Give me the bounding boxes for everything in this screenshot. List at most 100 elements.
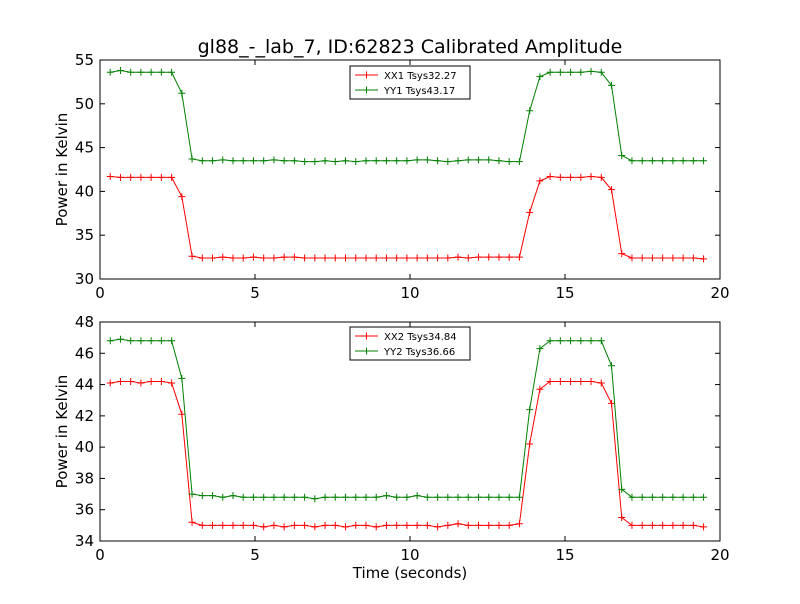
data-point-marker [515, 158, 523, 166]
data-point-marker [290, 157, 298, 165]
y-axis-label: Power in Kelvin [53, 375, 71, 489]
data-point-marker [434, 493, 442, 501]
data-point-marker [198, 157, 206, 165]
data-point-marker [188, 518, 196, 526]
data-point-marker [372, 493, 380, 501]
data-point-marker [515, 493, 523, 501]
data-point-marker [423, 254, 431, 262]
data-point-marker [382, 521, 390, 529]
data-point-marker [260, 493, 268, 501]
data-point-marker [567, 337, 575, 345]
data-point-marker [147, 173, 155, 181]
data-point-marker [127, 173, 135, 181]
data-point-marker [362, 157, 370, 165]
data-point-marker [157, 377, 165, 385]
data-point-marker [700, 255, 708, 263]
data-point-marker [147, 337, 155, 345]
data-point-marker [546, 337, 554, 345]
data-point-marker [587, 337, 595, 345]
data-point-marker [659, 521, 667, 529]
data-point-marker [198, 521, 206, 529]
data-point-marker [597, 337, 605, 345]
y-tick-label: 30 [75, 270, 94, 288]
figure-title: gl88_-_lab_7, ID:62823 Calibrated Amplit… [198, 36, 623, 58]
data-point-marker [116, 335, 124, 343]
top-plot: 0 5 10 15 20 30 35 40 45 50 55 Power in Kelvin XX1 T… [53, 51, 730, 302]
data-point-marker [679, 521, 687, 529]
data-point-marker [556, 173, 564, 181]
data-point-marker [597, 68, 605, 76]
data-point-marker [301, 158, 309, 166]
data-point-marker [198, 254, 206, 262]
data-point-marker [352, 158, 360, 166]
data-point-marker [689, 157, 697, 165]
data-point-marker [393, 521, 401, 529]
legend: XX2 Tsys34.84 YY2 Tsys36.66 [349, 326, 471, 361]
data-point-marker [280, 523, 288, 531]
data-point-marker [444, 521, 452, 529]
data-point-marker [464, 156, 472, 164]
data-point-marker [608, 362, 615, 370]
y-tick-label: 42 [75, 407, 94, 425]
data-point-marker [219, 156, 227, 164]
legend-marker [363, 71, 370, 79]
x-tick-label: 20 [710, 284, 729, 302]
data-point-marker [444, 158, 452, 166]
data-point-marker [168, 337, 176, 345]
data-point-marker [372, 254, 380, 262]
data-point-marker [536, 345, 544, 353]
y-tick-label: 40 [75, 438, 94, 456]
data-point-marker [342, 157, 350, 165]
legend-marker [363, 347, 370, 355]
data-point-marker [485, 156, 493, 164]
x-tick-label: 15 [555, 546, 574, 564]
data-point-marker [157, 337, 165, 345]
data-point-marker [608, 399, 615, 407]
data-point-marker [352, 493, 360, 501]
y-axis-label: Power in Kelvin [53, 113, 71, 227]
data-point-marker [311, 495, 319, 503]
data-point-marker [587, 377, 595, 385]
data-point-marker [209, 521, 217, 529]
y-tick-label: 50 [75, 95, 94, 113]
data-point-marker [106, 337, 114, 345]
data-point-marker [106, 379, 114, 387]
data-point-marker [382, 254, 390, 262]
data-point-marker [423, 156, 431, 164]
y-tick-label: 46 [75, 344, 94, 362]
data-point-marker [628, 493, 636, 501]
data-point-marker [669, 521, 677, 529]
data-point-marker [219, 253, 227, 261]
data-point-marker [700, 523, 708, 531]
data-point-marker [495, 157, 503, 165]
x-tick-label: 0 [95, 284, 105, 302]
data-point-marker [434, 254, 442, 262]
data-point-marker [454, 253, 462, 261]
data-point-marker [536, 177, 544, 185]
data-point-marker [311, 523, 319, 531]
data-point-marker [413, 254, 421, 262]
data-point-marker [311, 158, 319, 166]
data-point-marker [270, 521, 278, 529]
data-point-marker [249, 253, 257, 261]
data-point-marker [577, 173, 585, 181]
data-point-marker [116, 67, 124, 75]
y-tick-label: 44 [75, 376, 94, 394]
data-point-marker [669, 254, 677, 262]
data-point-marker [209, 157, 217, 165]
data-point-marker [495, 253, 503, 261]
data-point-marker [301, 493, 309, 501]
data-point-marker [362, 521, 370, 529]
y-tick-label: 45 [75, 139, 94, 157]
data-point-marker [628, 254, 636, 262]
data-point-marker [413, 492, 421, 500]
data-point-marker [188, 252, 196, 260]
data-point-marker [311, 254, 319, 262]
data-point-marker [168, 68, 176, 76]
data-point-marker [475, 253, 483, 261]
y-tick-label: 36 [75, 501, 94, 519]
data-point-marker [669, 157, 677, 165]
data-point-marker [249, 521, 257, 529]
data-point-marker [382, 157, 390, 165]
data-point-marker [618, 250, 626, 258]
